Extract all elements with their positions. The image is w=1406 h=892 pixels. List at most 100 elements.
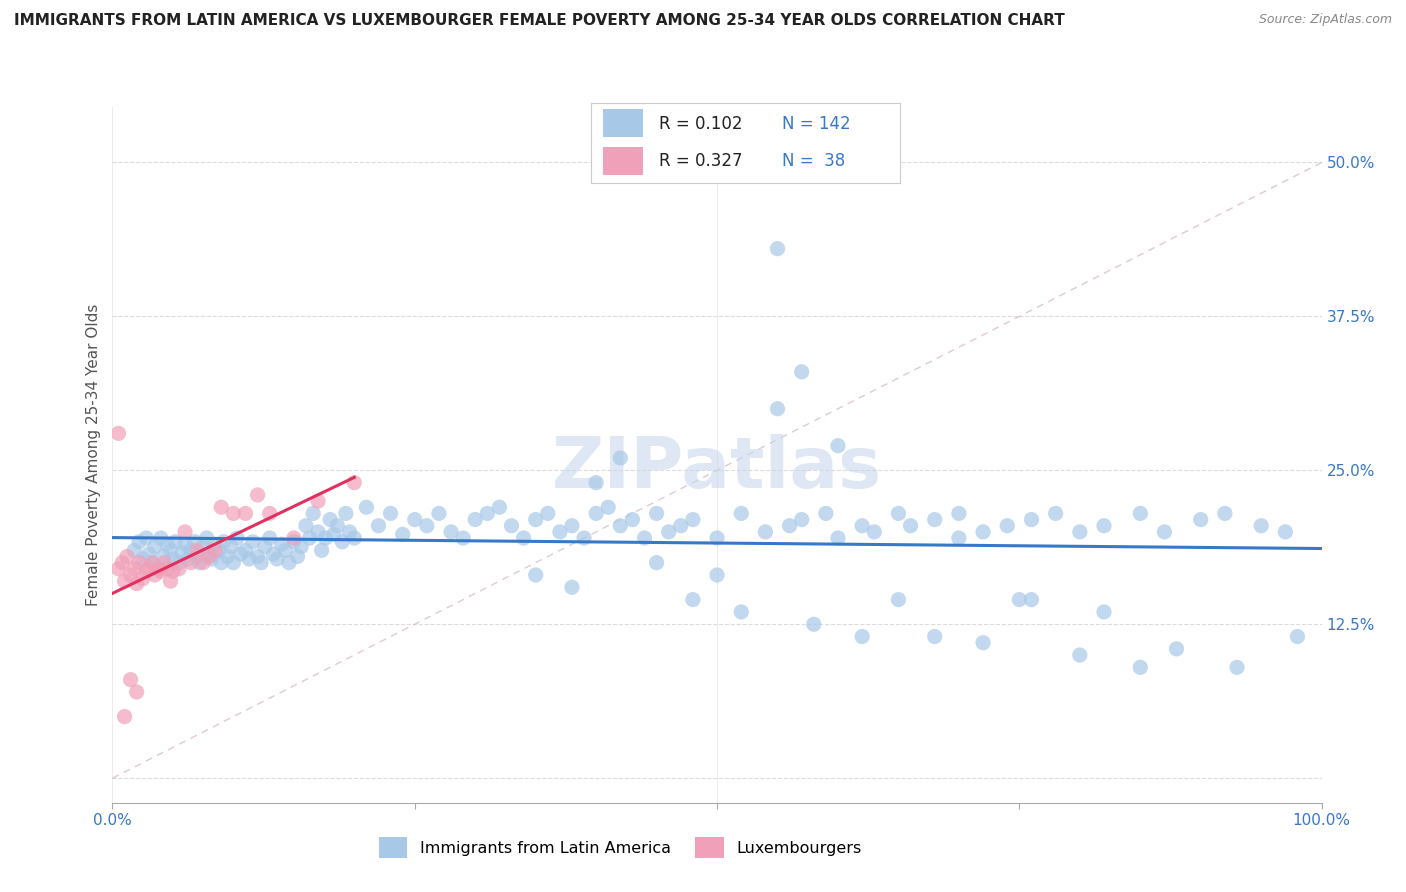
Point xyxy=(682,512,704,526)
Point xyxy=(440,524,463,539)
Point xyxy=(803,617,825,632)
Point xyxy=(1069,648,1091,662)
Point xyxy=(501,518,523,533)
Point xyxy=(148,562,170,576)
Point xyxy=(183,534,205,549)
Point xyxy=(153,556,176,570)
Point xyxy=(125,685,148,699)
Point xyxy=(152,549,174,564)
Point xyxy=(138,562,160,576)
Text: R = 0.102: R = 0.102 xyxy=(658,115,742,133)
Point xyxy=(730,507,752,521)
Point xyxy=(1286,630,1309,644)
Point xyxy=(1008,592,1031,607)
Point xyxy=(609,450,631,465)
Point xyxy=(204,537,226,551)
Point xyxy=(887,592,910,607)
Point xyxy=(427,507,450,521)
Point xyxy=(222,556,245,570)
Point xyxy=(235,543,257,558)
Point xyxy=(208,543,231,558)
Point xyxy=(851,630,873,644)
Point xyxy=(1021,512,1043,526)
Point xyxy=(209,500,232,515)
Point xyxy=(107,426,129,441)
Point xyxy=(706,531,728,545)
Point xyxy=(1226,660,1249,674)
Text: ZIPatlas: ZIPatlas xyxy=(553,434,882,503)
Point xyxy=(128,534,150,549)
Point xyxy=(167,562,190,576)
Point xyxy=(114,574,136,589)
Point xyxy=(790,512,813,526)
Point xyxy=(658,524,681,539)
Point xyxy=(561,518,583,533)
Point xyxy=(706,568,728,582)
Point xyxy=(217,549,239,564)
Point xyxy=(259,531,281,545)
Point xyxy=(367,518,389,533)
Point xyxy=(1092,605,1115,619)
Point xyxy=(730,605,752,619)
Point xyxy=(307,524,329,539)
Point xyxy=(115,549,138,564)
Point xyxy=(924,512,946,526)
Point xyxy=(924,630,946,644)
Point xyxy=(242,534,264,549)
Point xyxy=(827,531,849,545)
Point xyxy=(219,540,242,554)
Point xyxy=(343,531,366,545)
Point xyxy=(270,537,292,551)
Point xyxy=(598,500,620,515)
Point xyxy=(633,531,655,545)
Point xyxy=(212,534,235,549)
Point xyxy=(1092,518,1115,533)
Point xyxy=(201,552,224,566)
Point xyxy=(204,543,226,558)
Point xyxy=(451,531,474,545)
Point xyxy=(464,512,486,526)
Point xyxy=(621,512,644,526)
Point xyxy=(416,518,439,533)
Point xyxy=(669,518,692,533)
Point xyxy=(391,527,413,541)
Point xyxy=(156,562,179,576)
Point xyxy=(339,524,361,539)
Point xyxy=(1250,518,1272,533)
Point xyxy=(235,507,257,521)
Point xyxy=(132,572,155,586)
Point xyxy=(128,556,150,570)
Y-axis label: Female Poverty Among 25-34 Year Olds: Female Poverty Among 25-34 Year Olds xyxy=(86,304,101,606)
Point xyxy=(283,534,305,549)
Point xyxy=(191,556,214,570)
Point xyxy=(1129,507,1152,521)
Point xyxy=(298,531,321,545)
Point xyxy=(266,552,288,566)
Point xyxy=(156,537,179,551)
Point xyxy=(283,531,305,545)
Point xyxy=(302,507,325,521)
Point xyxy=(162,552,184,566)
Point xyxy=(330,534,353,549)
Point xyxy=(122,562,145,576)
Point xyxy=(995,518,1018,533)
Point xyxy=(307,494,329,508)
Point xyxy=(1069,524,1091,539)
Legend: Immigrants from Latin America, Luxembourgers: Immigrants from Latin America, Luxembour… xyxy=(373,831,869,864)
Point xyxy=(766,242,789,256)
Point xyxy=(814,507,837,521)
Point xyxy=(135,564,157,578)
Point xyxy=(246,488,269,502)
Point xyxy=(1189,512,1212,526)
Point xyxy=(259,507,281,521)
Point xyxy=(274,543,297,558)
Point xyxy=(851,518,873,533)
Point xyxy=(326,518,349,533)
Point xyxy=(120,568,142,582)
Point xyxy=(609,518,631,533)
Point xyxy=(226,531,249,545)
Text: IMMIGRANTS FROM LATIN AMERICA VS LUXEMBOURGER FEMALE POVERTY AMONG 25-34 YEAR OL: IMMIGRANTS FROM LATIN AMERICA VS LUXEMBO… xyxy=(14,13,1064,29)
Point xyxy=(180,556,202,570)
Text: R = 0.327: R = 0.327 xyxy=(658,153,742,170)
Point xyxy=(195,531,218,545)
